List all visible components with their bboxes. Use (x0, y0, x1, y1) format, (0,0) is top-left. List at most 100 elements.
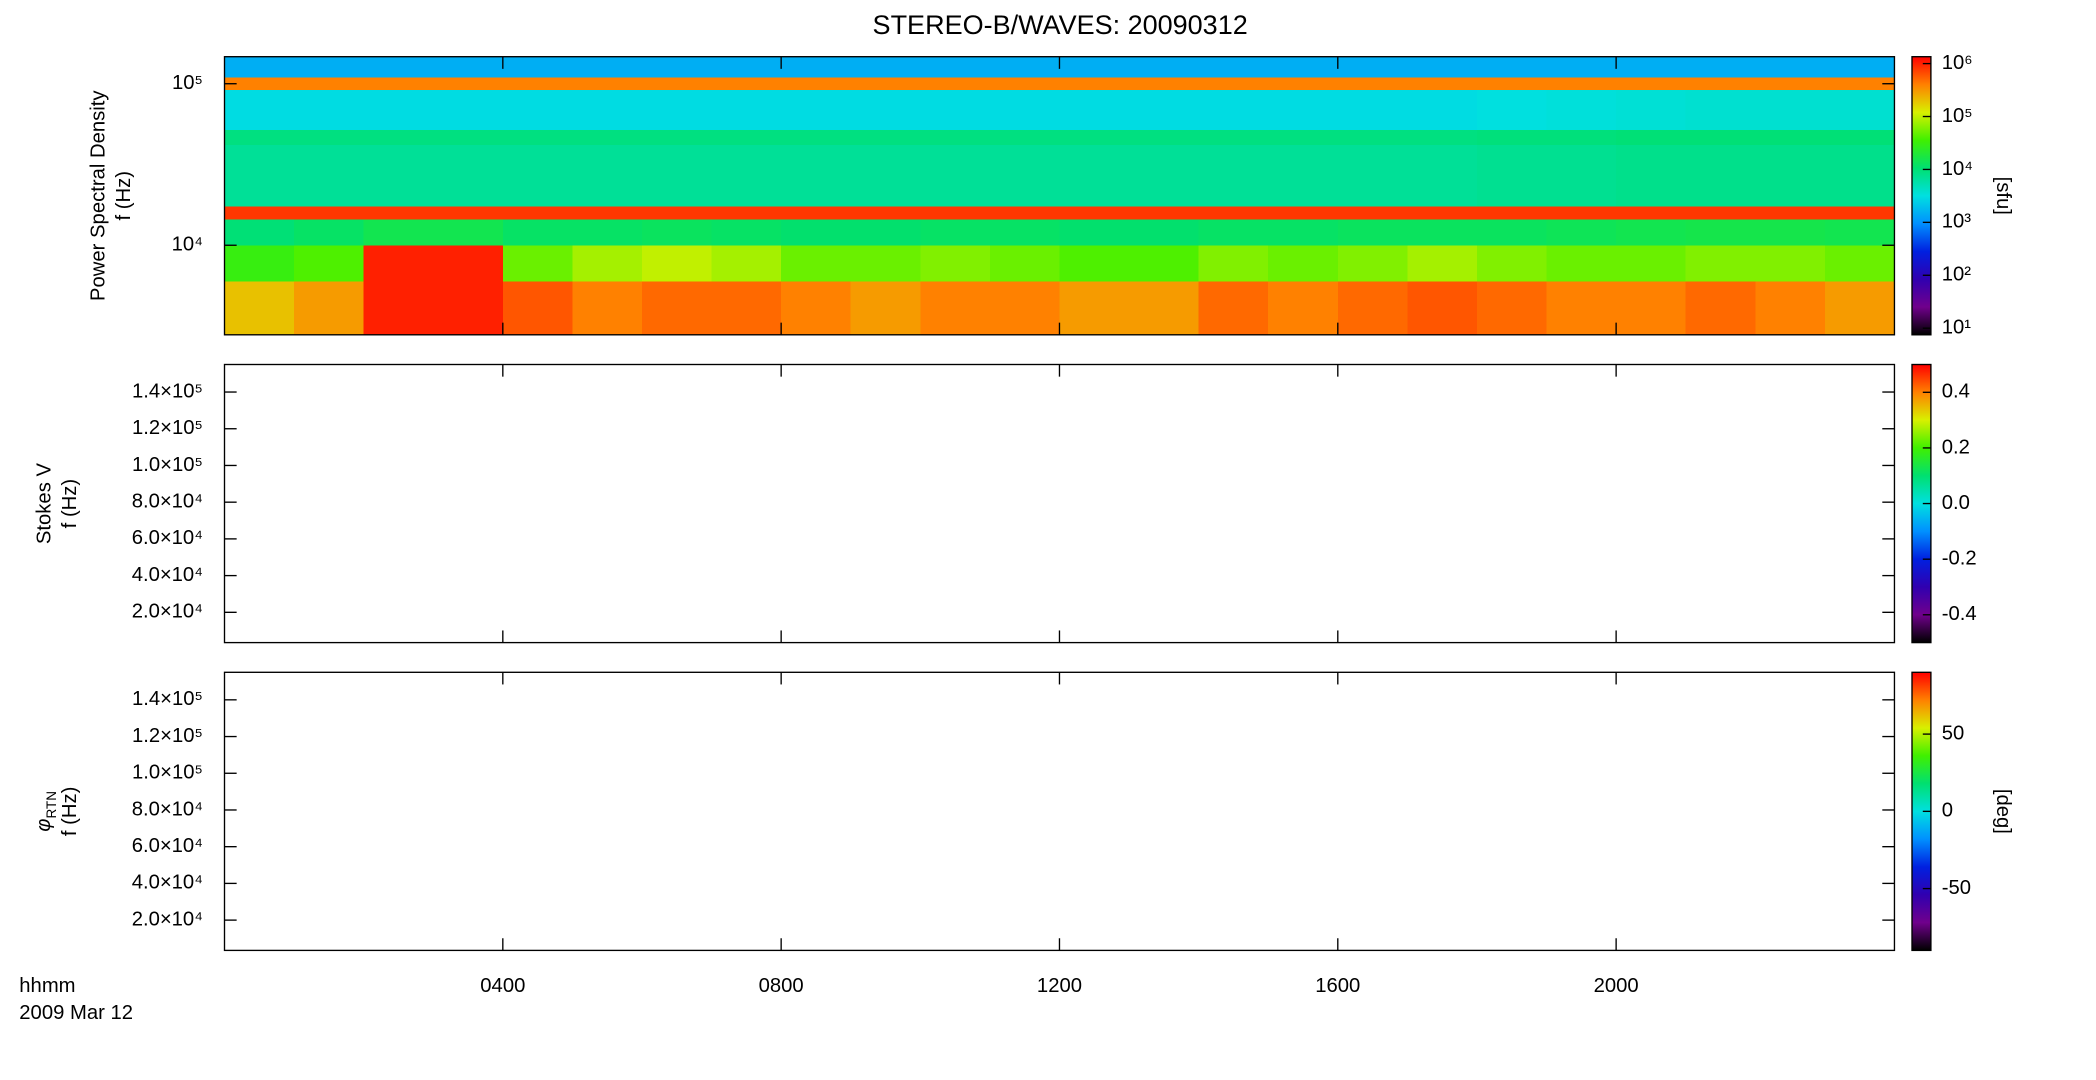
heatmap-cell (1198, 219, 1269, 246)
heatmap-cell (1059, 205, 1130, 220)
heatmap-cell (641, 129, 713, 145)
heatmap-cell (294, 144, 365, 207)
y-axis-label-symbol: φ (33, 818, 55, 831)
colorbar-label: [deg] (1992, 789, 2014, 834)
heatmap-cell (1129, 205, 1200, 220)
heatmap-cell (433, 245, 504, 282)
heatmap-cell (433, 89, 504, 131)
heatmap-cell (294, 281, 365, 336)
heatmap-cell (850, 89, 921, 131)
heatmap-cell (1685, 205, 1756, 220)
heatmap-cell (1129, 245, 1200, 282)
colorbar-tick-label: 10⁶ (1942, 52, 1973, 74)
heatmap-cell (1755, 219, 1826, 246)
heatmap-cell (294, 56, 365, 78)
heatmap-cell (363, 129, 434, 145)
heatmap-cell (641, 77, 713, 90)
heatmap-cell (1546, 56, 1617, 78)
heatmap-cell (572, 205, 643, 220)
heatmap-cell (363, 56, 434, 78)
heatmap-cell (1407, 219, 1478, 246)
heatmap-cell (572, 219, 643, 246)
heatmap-cell (1337, 89, 1409, 131)
colorbar (1912, 364, 1931, 643)
heatmap-cell (224, 89, 295, 131)
y-tick-label: 10⁴ (172, 234, 203, 256)
heatmap-cell (1824, 56, 1896, 78)
heatmap-cell (641, 205, 713, 220)
heatmap-cell (1268, 56, 1339, 78)
y-tick-label: 6.0×10⁴ (132, 835, 203, 857)
heatmap-cell (641, 281, 713, 336)
colorbar-tick-label: 10⁵ (1942, 105, 1973, 127)
heatmap-cell (502, 56, 574, 78)
heatmap-cell (1616, 281, 1687, 336)
heatmap-cell (1755, 56, 1826, 78)
heatmap-cell (1059, 245, 1130, 282)
heatmap-cell (1824, 205, 1896, 220)
x-tick-label: 0800 (759, 975, 804, 997)
colorbar-tick-label: 0.4 (1942, 381, 1970, 403)
heatmap-cell (1337, 281, 1409, 336)
heatmap-cell (711, 245, 782, 282)
heatmap-cell (781, 281, 852, 336)
x-tick-label: 0400 (480, 975, 525, 997)
heatmap-cell (781, 219, 852, 246)
colorbar-tick-label: -0.2 (1942, 548, 1977, 570)
colorbar (1912, 56, 1931, 335)
colorbar-tick-label: 0.2 (1942, 436, 1970, 458)
heatmap-cell (850, 56, 921, 78)
heatmap-cell (1546, 77, 1617, 90)
heatmap-cell (433, 281, 504, 336)
heatmap-cell (989, 245, 1061, 282)
heatmap-cell (1059, 281, 1130, 336)
heatmap-cell (1129, 77, 1200, 90)
heatmap-cell (920, 77, 991, 90)
heatmap-cell (1268, 89, 1339, 131)
heatmap-cell (920, 205, 991, 220)
heatmap-cell (641, 144, 713, 207)
heatmap-cell (1476, 129, 1548, 145)
heatmap-cell (1476, 144, 1548, 207)
plot-frame (223, 363, 1896, 644)
heatmap-cell (1824, 89, 1896, 131)
colorbar-tick-label: 10¹ (1942, 317, 1972, 339)
y-axis-label: Power Spectral Density (87, 90, 109, 301)
y-tick-label: 6.0×10⁴ (132, 527, 203, 549)
heatmap-cell (1337, 205, 1409, 220)
heatmap-cell (989, 219, 1061, 246)
heatmap-cell (1476, 205, 1548, 220)
x-axis-label: hhmm (19, 975, 75, 997)
heatmap-cell (572, 77, 643, 90)
heatmap-cell (1685, 56, 1756, 78)
heatmap-cell (1407, 281, 1478, 336)
y-axis-label: φRTN (33, 791, 59, 832)
chart-title: STEREO-B/WAVES: 20090312 (873, 10, 1248, 40)
heatmap-cell (781, 144, 852, 207)
heatmap-cell (1616, 89, 1687, 131)
heatmap-cell (1407, 77, 1478, 90)
heatmap-cell (1476, 77, 1548, 90)
heatmap-cell (1546, 129, 1617, 145)
heatmap-cell (1337, 144, 1409, 207)
heatmap-cell (1685, 77, 1756, 90)
colorbar-tick-label: 50 (1942, 722, 1965, 744)
heatmap-cell (1616, 144, 1687, 207)
plot-frame (223, 671, 1896, 952)
heatmap-cell (1616, 129, 1687, 145)
heatmap-cell (294, 77, 365, 90)
heatmap-cell (1059, 77, 1130, 90)
heatmap-cell (1198, 281, 1269, 336)
heatmap-cell (850, 219, 921, 246)
heatmap-cell (572, 89, 643, 131)
heatmap-cell (989, 77, 1061, 90)
heatmap-cell (1059, 219, 1130, 246)
heatmap-cell (1337, 129, 1409, 145)
heatmap-cell (920, 56, 991, 78)
heatmap-cell (1685, 129, 1756, 145)
colorbar-tick-label: 10² (1942, 264, 1972, 286)
heatmap-cell (1337, 245, 1409, 282)
heatmap-cell (502, 245, 574, 282)
heatmap-cell (1268, 205, 1339, 220)
